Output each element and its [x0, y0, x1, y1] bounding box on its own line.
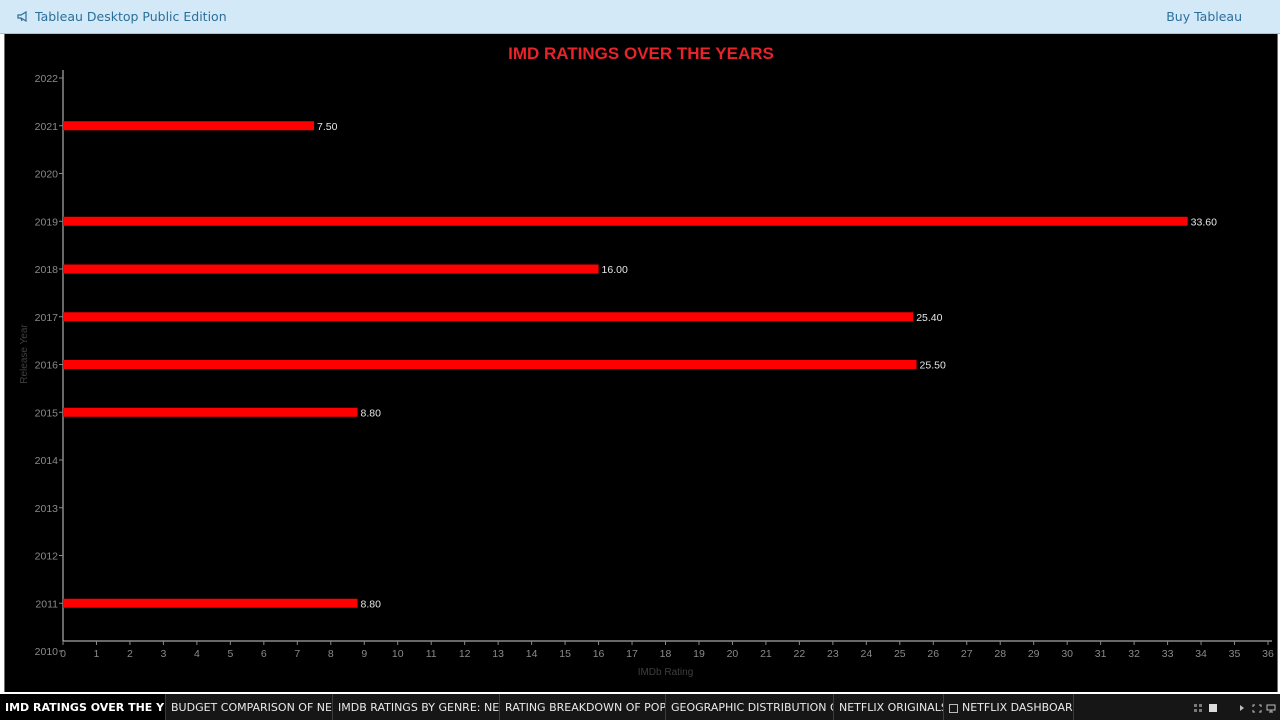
x-tick-label: 31: [1095, 648, 1107, 660]
x-tick-label: 11: [426, 648, 437, 660]
x-tick-label: 10: [392, 648, 404, 660]
y-tick-label: 2011: [35, 598, 58, 610]
megaphone-icon: [17, 11, 29, 22]
app-title-link[interactable]: Tableau Desktop Public Edition: [17, 9, 227, 24]
y-tick-label: 2018: [35, 264, 59, 276]
chart-title: IMD RATINGS OVER THE YEARS: [508, 44, 774, 63]
y-tick-label: 2015: [35, 407, 59, 419]
x-tick-label: 1: [94, 648, 100, 660]
x-tick-label: 26: [927, 648, 939, 660]
data-label-2021: 7.50: [317, 121, 338, 133]
single-view-icon[interactable]: [1209, 704, 1218, 712]
y-tick-label: 2016: [35, 360, 59, 372]
x-tick-label: 3: [160, 648, 166, 660]
sheet-tab-bar: IMD RATINGS OVER THE YEARS BUDGET COMPAR…: [0, 694, 1280, 720]
tab-geographic-distribution[interactable]: GEOGRAPHIC DISTRIBUTION O...: [666, 694, 834, 720]
grid-view-icon[interactable]: [1194, 704, 1203, 712]
x-tick-label: 7: [294, 648, 300, 660]
buy-tableau-link[interactable]: Buy Tableau: [1166, 9, 1242, 24]
x-tick-label: 9: [361, 648, 367, 660]
app-title: Tableau Desktop Public Edition: [35, 9, 227, 24]
x-tick-label: 8: [328, 648, 334, 660]
x-tick-label: 34: [1195, 648, 1207, 660]
data-label-2019: 33.60: [1191, 216, 1217, 228]
play-icon[interactable]: [1239, 704, 1245, 712]
tab-netflix-dashboard[interactable]: NETFLIX DASHBOARD: [944, 694, 1074, 720]
dashboard-canvas: IMD RATINGS OVER THE YEARS 2022 2021 7.50 2…: [4, 34, 1278, 692]
bar-2018: [63, 264, 599, 274]
x-tick-label: 4: [194, 648, 200, 660]
bar-2019: [63, 216, 1188, 226]
x-tick-label: 23: [827, 648, 839, 660]
y-tick-label: 2012: [35, 551, 59, 563]
y-tick-label: 2010: [35, 646, 59, 658]
x-tick-label: 20: [727, 648, 739, 660]
y-tick-label: 2017: [35, 312, 59, 324]
tab-imdb-ratings-by-genre[interactable]: IMDB RATINGS BY GENRE: NETF...: [333, 694, 500, 720]
x-tick-label: 15: [559, 648, 571, 660]
data-label-2017: 25.40: [916, 312, 942, 324]
app-header: Tableau Desktop Public Edition Buy Table…: [0, 0, 1280, 34]
x-tick-label: 36: [1262, 648, 1274, 660]
x-tick-label: 5: [227, 648, 233, 660]
tab-netflix-originals[interactable]: NETFLIX ORIGINALS: [834, 694, 944, 720]
x-tick-label: 33: [1162, 648, 1174, 660]
x-tick-label: 13: [492, 648, 504, 660]
y-tick-label: 2014: [35, 455, 59, 467]
y-tick-label: 2020: [35, 169, 59, 181]
x-tick-label: 25: [894, 648, 906, 660]
x-tick-label: 18: [660, 648, 672, 660]
y-axis-title: Release Year: [19, 324, 30, 384]
fullscreen-icon[interactable]: [1252, 704, 1262, 713]
x-tick-label: 30: [1061, 648, 1073, 660]
y-tick-label: 2013: [35, 503, 59, 515]
x-axis-title: IMDb Rating: [638, 667, 694, 678]
y-tick-label: 2022: [35, 73, 59, 85]
x-tick-label: 28: [994, 648, 1006, 660]
tab-imd-ratings-over-the-years[interactable]: IMD RATINGS OVER THE YEARS: [0, 694, 166, 720]
x-tick-label: 35: [1229, 648, 1241, 660]
x-tick-label: 27: [961, 648, 973, 660]
data-label-2015: 8.80: [361, 407, 382, 419]
data-label-2011: 8.80: [361, 598, 382, 610]
y-tick-label: 2019: [35, 216, 59, 228]
present-icon[interactable]: [1266, 704, 1276, 713]
x-tick-label: 16: [593, 648, 605, 660]
x-tick-label: 32: [1128, 648, 1140, 660]
data-label-2018: 16.00: [602, 264, 628, 276]
x-tick-label: 22: [794, 648, 806, 660]
tab-rating-breakdown[interactable]: RATING BREAKDOWN OF POPU...: [500, 694, 666, 720]
bar-2017: [63, 312, 914, 322]
x-tick-label: 17: [626, 648, 638, 660]
bar-2011: [63, 598, 358, 608]
x-tick-label: 24: [860, 648, 872, 660]
x-tick-label: 0: [60, 648, 66, 660]
bar-2021: [63, 121, 315, 131]
bar-2015: [63, 407, 358, 417]
x-tick-label: 6: [261, 648, 267, 660]
dashboard-icon: [949, 703, 958, 713]
tab-budget-comparison[interactable]: BUDGET COMPARISON OF NET...: [166, 694, 333, 720]
x-tick-label: 29: [1028, 648, 1040, 660]
y-tick-label: 2021: [35, 121, 59, 133]
x-tick-label: 19: [693, 648, 705, 660]
x-tick-label: 12: [459, 648, 471, 660]
x-tick-label: 2: [127, 648, 133, 660]
bar-2016: [63, 360, 917, 369]
data-label-2016: 25.50: [920, 360, 946, 372]
x-tick-label: 21: [760, 648, 772, 660]
x-tick-label: 14: [526, 648, 538, 660]
